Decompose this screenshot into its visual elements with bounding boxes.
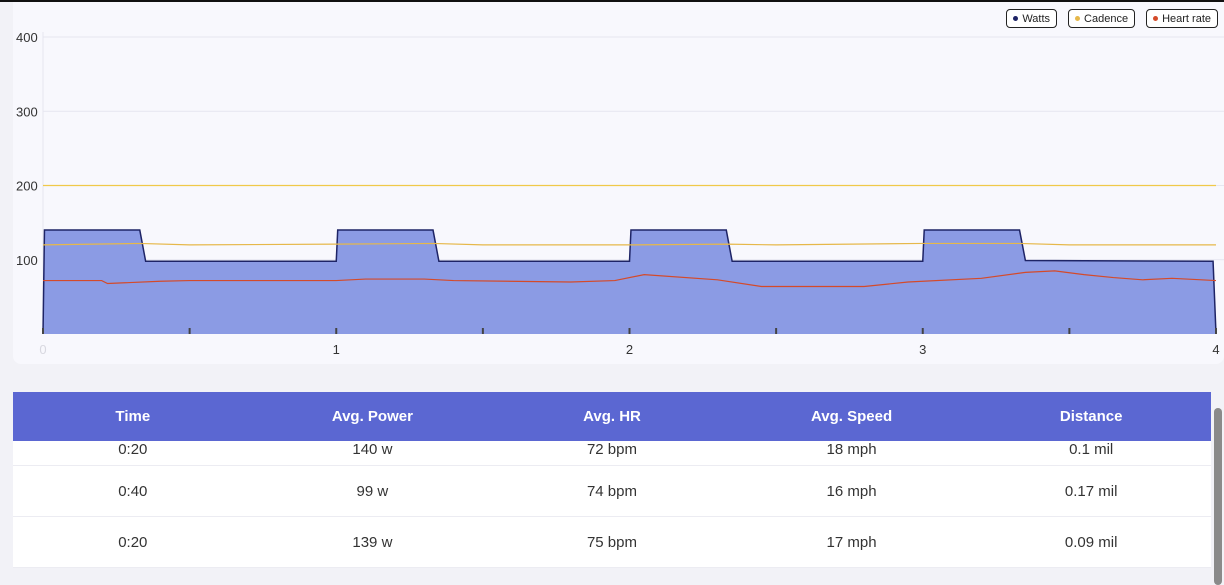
top-border bbox=[0, 0, 1224, 2]
x-tick-label: 2 bbox=[626, 342, 633, 357]
scrollbar-thumb[interactable] bbox=[1214, 408, 1222, 585]
chart-legend: Watts Cadence Heart rate bbox=[1006, 9, 1218, 28]
cell-avg-hr: 72 bpm bbox=[586, 441, 637, 458]
header-time: Time bbox=[115, 408, 151, 425]
chart-canvas: 400 300 200 100 0 1 2 3 4 bbox=[16, 30, 1224, 357]
legend-cadence[interactable]: Cadence bbox=[1068, 9, 1136, 28]
power-chart: 400 300 200 100 0 1 2 3 4 Watts Cadence Heart ra… bbox=[13, 2, 1224, 364]
series-line-heart-rate bbox=[43, 270, 1217, 288]
legend-heart-rate-label: Heart rate bbox=[1162, 12, 1211, 25]
header-avg-hr: Avg. HR bbox=[583, 408, 641, 425]
header-avg-speed: Avg. Speed bbox=[811, 408, 893, 425]
cell-avg-speed: 17 mph bbox=[826, 533, 877, 551]
table-row: 0:20 139 w 75 bpm 17 mph 0.09 mil bbox=[13, 517, 1211, 568]
cell-avg-speed: 18 mph bbox=[826, 441, 877, 458]
legend-heart-rate[interactable]: Heart rate bbox=[1146, 9, 1218, 28]
legend-cadence-label: Cadence bbox=[1084, 12, 1129, 25]
cell-distance: 0.17 mil bbox=[1064, 482, 1118, 500]
cell-avg-speed: 16 mph bbox=[826, 482, 877, 500]
legend-watts-label: Watts bbox=[1022, 12, 1051, 25]
cell-time: 0:20 bbox=[118, 533, 148, 551]
cell-avg-power: 99 w bbox=[356, 482, 389, 500]
x-tick-label: 0 bbox=[39, 342, 46, 357]
cell-avg-power: 140 w bbox=[352, 441, 393, 458]
series-area-watts bbox=[43, 230, 1216, 334]
y-tick-label: 200 bbox=[16, 179, 38, 194]
series-line-watts bbox=[42, 229, 1217, 335]
cell-avg-hr: 74 bpm bbox=[586, 482, 637, 500]
series-line-cadence bbox=[42, 242, 1216, 246]
table-row: 0:40 99 w 74 bpm 16 mph 0.17 mil bbox=[13, 466, 1211, 517]
cell-avg-power: 139 w bbox=[352, 533, 393, 551]
cell-time: 0:40 bbox=[118, 482, 148, 500]
cell-distance: 0.09 mil bbox=[1064, 533, 1118, 551]
heart-rate-dot-icon bbox=[1153, 16, 1159, 21]
watts-dot-icon bbox=[1013, 16, 1019, 21]
table-row: 0:20 140 w 72 bpm 18 mph 0.1 mil bbox=[13, 441, 1211, 466]
y-tick-label: 100 bbox=[16, 253, 38, 268]
table-body: 0:20 140 w 72 bpm 18 mph 0.1 mil 0:40 99… bbox=[13, 441, 1211, 568]
header-distance: Distance bbox=[1059, 408, 1123, 425]
intervals-table: Time Avg. Power Avg. HR Avg. Speed Dista… bbox=[13, 392, 1211, 585]
header-avg-power: Avg. Power bbox=[331, 408, 413, 425]
cell-distance: 0.1 mil bbox=[1069, 441, 1114, 458]
x-tick-label: 3 bbox=[919, 342, 926, 357]
cell-time: 0:20 bbox=[118, 441, 148, 458]
cell-avg-hr: 75 bpm bbox=[586, 533, 637, 551]
x-tick-label: 4 bbox=[1212, 342, 1219, 357]
legend-watts[interactable]: Watts bbox=[1006, 9, 1058, 28]
table-header: Time Avg. Power Avg. HR Avg. Speed Dista… bbox=[13, 392, 1211, 441]
x-tick-label: 1 bbox=[333, 342, 340, 357]
y-tick-label: 300 bbox=[16, 104, 38, 119]
y-tick-label: 400 bbox=[16, 30, 38, 45]
cadence-dot-icon bbox=[1075, 16, 1081, 21]
